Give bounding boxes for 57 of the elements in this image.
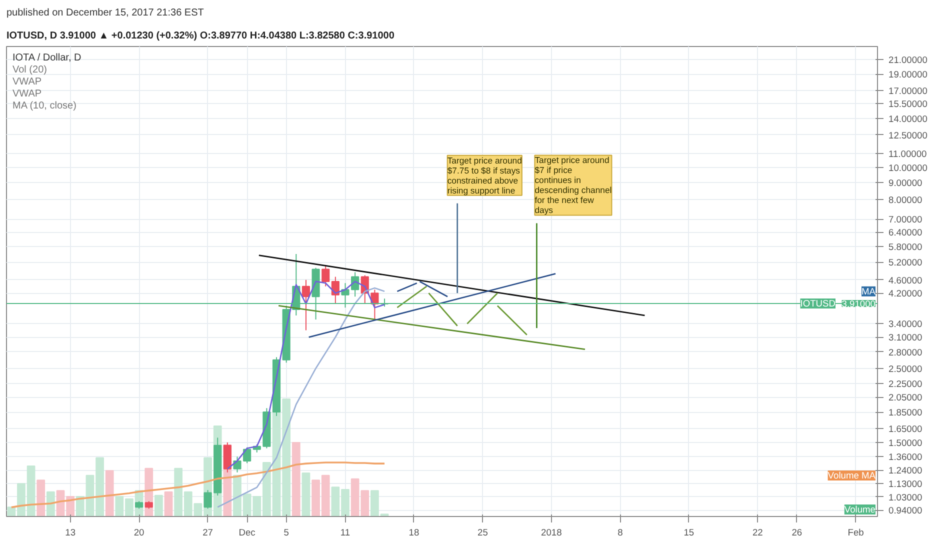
y-tick-label: 3.40000 (888, 319, 922, 330)
y-tick-label: 12.50000 (888, 130, 928, 140)
ref-line-label: IOTUSD (800, 298, 836, 308)
y-tick-label: 4.20000 (888, 288, 922, 299)
x-tick-label: 26 (792, 528, 802, 538)
y-tick-label: 5.20000 (888, 258, 922, 268)
annotation: Target price around $7 if price continues in descending channel for the next few days (534, 155, 612, 216)
x-tick-label: 2018 (541, 528, 562, 538)
y-tick-label: 1.50000 (888, 438, 922, 448)
y-tick-label: 2.05000 (888, 392, 922, 403)
chart-subtitle: IOTUSD, D 3.91000 ▲ +0.01230 (+0.32%) O:3.89770 H:4.04380 L:3.82580 C:3.91000 (6, 30, 395, 42)
y-tick-label: 19.00000 (888, 70, 928, 80)
annotation: MA (10, close) (12, 100, 76, 112)
y-tick-label: 1.13000 (888, 478, 922, 489)
annotation: Volume (844, 504, 876, 514)
annotation: Target price around $7.75 to $8 if stays constrained above rising support line (447, 155, 522, 196)
y-tick-label: 6.40000 (888, 228, 922, 238)
y-tick-label: 14.00000 (888, 114, 928, 124)
x-tick-label: 22 (752, 528, 763, 538)
y-tick-label: 9.00000 (888, 178, 922, 188)
x-tick-label: 27 (202, 528, 213, 538)
y-tick-label: 7.00000 (888, 214, 922, 225)
x-tick-label: 18 (408, 528, 420, 538)
annotation: 3.91000 (842, 298, 876, 309)
text: IOTA / Dollar, D (12, 52, 82, 64)
x-tick-label: Dec (238, 528, 256, 538)
x-tick-label: 8 (618, 528, 623, 538)
annotation: Vol (20) (12, 64, 47, 76)
y-tick-label: 3.10000 (888, 332, 922, 343)
annotation: MA (862, 286, 876, 296)
x-tick-label: 20 (134, 528, 144, 538)
x-tick-label: 25 (478, 528, 488, 538)
annotation: VWAP (12, 76, 42, 88)
y-tick-label: 1.65000 (888, 424, 922, 434)
y-tick-label: 1.85000 (888, 408, 922, 418)
y-tick-label: 1.36000 (888, 452, 922, 462)
y-tick-label: 2.25000 (888, 379, 922, 390)
x-tick-label: 13 (65, 528, 76, 538)
y-tick-label: 21.00000 (888, 55, 928, 66)
x-tick-label: 5 (284, 528, 289, 538)
annotation: VWAP (12, 88, 42, 100)
x-tick-label: Feb (848, 528, 864, 538)
y-tick-label: 8.00000 (888, 195, 922, 206)
y-tick-label: 0.94000 (888, 506, 922, 516)
y-tick-label: 2.80000 (888, 347, 922, 358)
text: published on December 15, 2017 21:36 EST (6, 8, 204, 18)
y-tick-label: 5.80000 (888, 242, 922, 252)
y-tick-label: 4.60000 (888, 275, 922, 286)
x-tick-label: 11 (340, 528, 350, 538)
y-tick-label: 2.50000 (888, 364, 922, 374)
y-tick-label: 1.24000 (888, 466, 922, 476)
y-tick-label: 17.00000 (888, 86, 928, 96)
y-tick-label: 10.00000 (888, 162, 928, 173)
y-tick-label: 11.00000 (888, 148, 927, 159)
y-tick-label: 15.50000 (888, 99, 928, 110)
x-tick-label: 15 (684, 528, 694, 538)
y-tick-label: 1.03000 (888, 492, 922, 502)
